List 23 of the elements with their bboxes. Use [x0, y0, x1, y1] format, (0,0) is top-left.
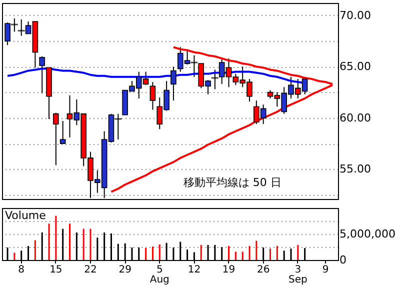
x-tick-label: 5 Aug	[150, 264, 170, 286]
y-axis-title: Volume	[5, 209, 46, 222]
y-tick-label: 65.00	[340, 60, 371, 74]
x-tick-label: 9	[322, 264, 329, 276]
x-tick-label: 29	[118, 264, 132, 276]
x-tick-label: 15	[50, 264, 62, 276]
y-tick-label: 5,000,000	[340, 228, 395, 240]
candlestick	[39, 56, 45, 94]
candlestick	[170, 66, 176, 101]
x-tick-label: 26	[256, 264, 270, 276]
y-tick-label: 0	[340, 254, 346, 266]
x-tick-label: 3 Sep	[288, 264, 308, 286]
y-tick-label: 60.00	[340, 111, 371, 124]
candlestick	[60, 120, 66, 144]
candlestick	[53, 112, 59, 166]
y-tick-label: 70.00	[340, 8, 371, 22]
annotation: 移動平均線は 50 日	[183, 176, 282, 189]
x-tick-label: 22	[84, 264, 97, 276]
candlestick	[150, 82, 156, 110]
x-tick-label: 19	[222, 264, 236, 276]
x-tick-label: 12	[188, 264, 201, 276]
x-tick-label: 8	[18, 264, 25, 276]
y-tick-label: 55.00	[340, 162, 371, 176]
